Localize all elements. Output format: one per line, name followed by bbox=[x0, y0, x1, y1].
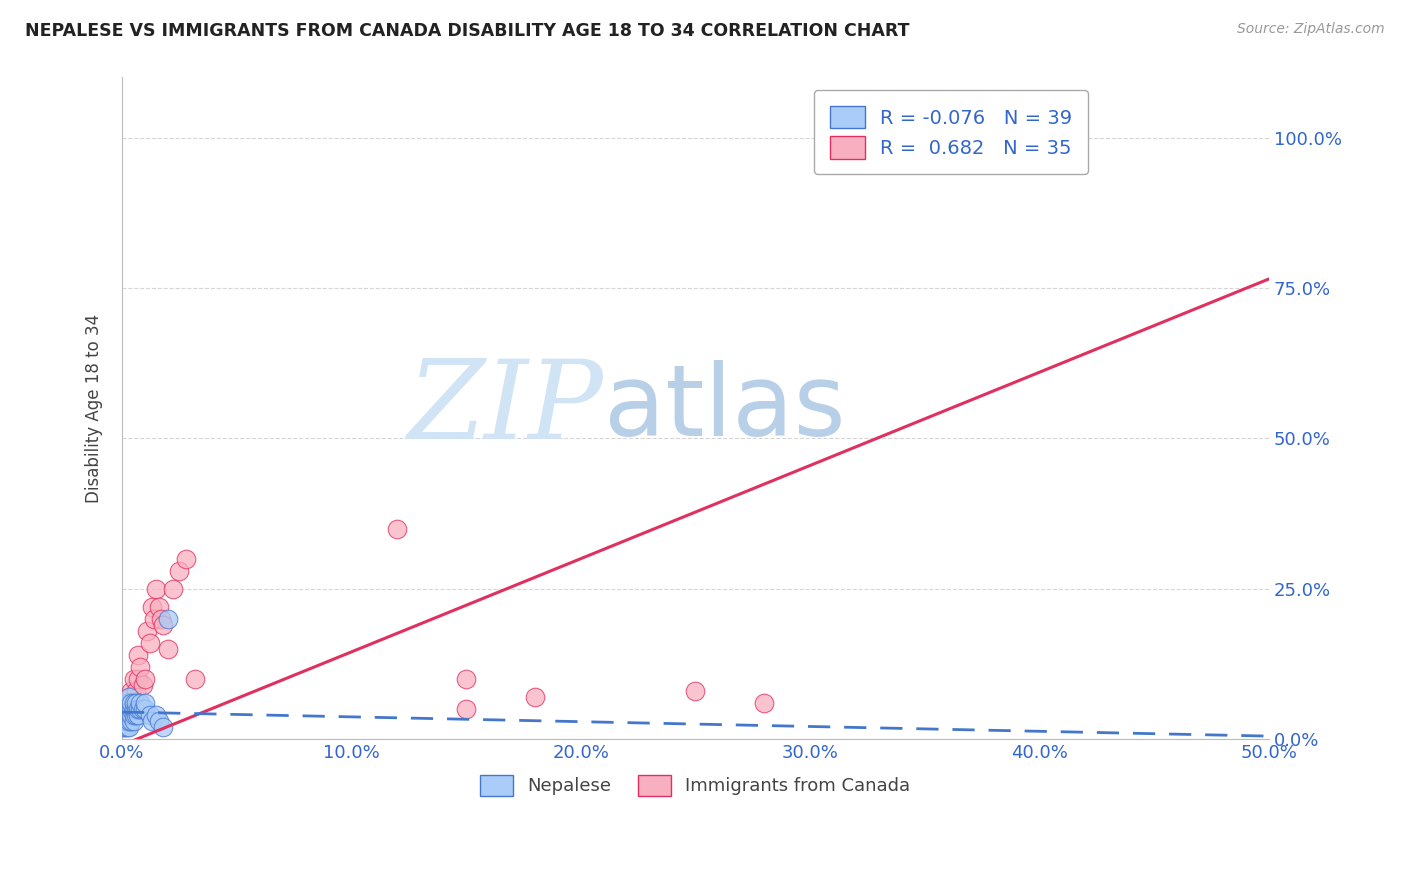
Point bbox=[148, 714, 170, 728]
Point bbox=[125, 708, 148, 723]
Legend: Nepalese, Immigrants from Canada: Nepalese, Immigrants from Canada bbox=[474, 768, 918, 803]
Text: Source: ZipAtlas.com: Source: ZipAtlas.com bbox=[1237, 22, 1385, 37]
Point bbox=[112, 720, 135, 734]
Text: ZIP: ZIP bbox=[408, 354, 603, 462]
Point bbox=[120, 708, 142, 723]
Point bbox=[125, 696, 148, 710]
Point bbox=[120, 684, 142, 698]
Point bbox=[122, 696, 145, 710]
Point bbox=[115, 702, 138, 716]
Point bbox=[122, 702, 145, 716]
Point bbox=[162, 582, 184, 596]
Point bbox=[127, 648, 149, 662]
Point bbox=[118, 720, 141, 734]
Point bbox=[122, 702, 145, 716]
Point bbox=[129, 702, 152, 716]
Point bbox=[134, 702, 156, 716]
Point bbox=[141, 599, 163, 614]
Point bbox=[456, 672, 478, 686]
Point bbox=[112, 702, 135, 716]
Point bbox=[115, 696, 138, 710]
Point bbox=[115, 714, 138, 728]
Point bbox=[125, 684, 148, 698]
Point bbox=[129, 660, 152, 674]
Point bbox=[112, 708, 135, 723]
Point bbox=[387, 522, 409, 536]
Point bbox=[156, 641, 179, 656]
Point bbox=[131, 678, 153, 692]
Point bbox=[127, 708, 149, 723]
Point bbox=[118, 702, 141, 716]
Point bbox=[120, 696, 142, 710]
Text: atlas: atlas bbox=[603, 359, 845, 457]
Point bbox=[120, 714, 142, 728]
Point bbox=[523, 690, 546, 704]
Point bbox=[685, 684, 707, 698]
Point bbox=[122, 672, 145, 686]
Point bbox=[125, 702, 148, 716]
Point bbox=[115, 714, 138, 728]
Point bbox=[823, 130, 845, 145]
Point bbox=[890, 130, 912, 145]
Y-axis label: Disability Age 18 to 34: Disability Age 18 to 34 bbox=[86, 314, 103, 503]
Point bbox=[150, 612, 173, 626]
Point bbox=[127, 672, 149, 686]
Point bbox=[174, 551, 197, 566]
Point bbox=[138, 708, 160, 723]
Point bbox=[141, 714, 163, 728]
Point bbox=[754, 696, 776, 710]
Point bbox=[145, 708, 167, 723]
Point bbox=[145, 582, 167, 596]
Point bbox=[156, 612, 179, 626]
Point bbox=[115, 708, 138, 723]
Point bbox=[118, 690, 141, 704]
Point bbox=[131, 702, 153, 716]
Point bbox=[115, 720, 138, 734]
Point bbox=[112, 720, 135, 734]
Point bbox=[120, 702, 142, 716]
Point bbox=[122, 708, 145, 723]
Text: NEPALESE VS IMMIGRANTS FROM CANADA DISABILITY AGE 18 TO 34 CORRELATION CHART: NEPALESE VS IMMIGRANTS FROM CANADA DISAB… bbox=[25, 22, 910, 40]
Point bbox=[127, 702, 149, 716]
Point bbox=[118, 708, 141, 723]
Point bbox=[169, 564, 191, 578]
Point bbox=[118, 702, 141, 716]
Point bbox=[148, 599, 170, 614]
Point bbox=[129, 696, 152, 710]
Point bbox=[120, 696, 142, 710]
Point bbox=[152, 617, 174, 632]
Point bbox=[112, 714, 135, 728]
Point bbox=[122, 714, 145, 728]
Point bbox=[118, 696, 141, 710]
Point bbox=[136, 624, 159, 638]
Point bbox=[152, 720, 174, 734]
Point bbox=[184, 672, 207, 686]
Point bbox=[134, 696, 156, 710]
Point bbox=[138, 636, 160, 650]
Point bbox=[456, 702, 478, 716]
Point bbox=[143, 612, 166, 626]
Point bbox=[118, 690, 141, 704]
Point bbox=[118, 714, 141, 728]
Point bbox=[134, 672, 156, 686]
